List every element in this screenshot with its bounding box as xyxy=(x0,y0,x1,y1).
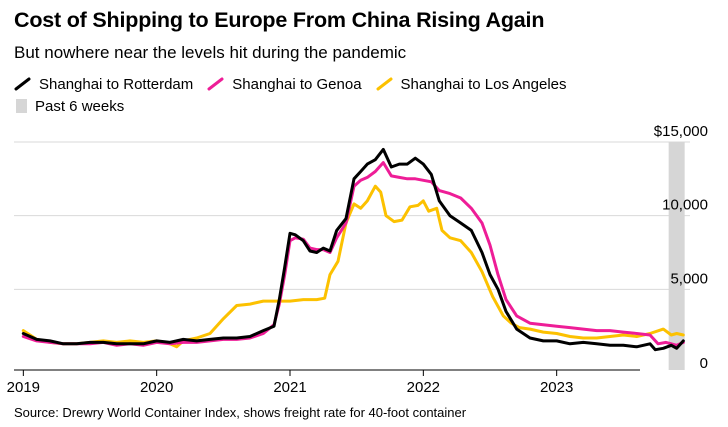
legend-label-rotterdam: Shanghai to Rotterdam xyxy=(39,75,194,93)
legend-line-rotterdam-icon xyxy=(14,77,31,91)
y-tick-label: $15,000 xyxy=(654,123,708,140)
legend-item-genoa: Shanghai to Genoa xyxy=(207,75,362,93)
series-line-rotterdam xyxy=(21,147,685,352)
x-tick-label: 2020 xyxy=(140,379,173,396)
chart-subtitle: But nowhere near the levels hit during t… xyxy=(14,43,407,62)
legend-label-genoa: Shanghai to Genoa xyxy=(232,75,362,93)
legend-line-genoa-icon xyxy=(207,77,224,91)
x-tick-label: 2019 xyxy=(7,379,40,396)
series-line-la xyxy=(21,184,685,349)
legend-label-shade: Past 6 weeks xyxy=(35,97,125,115)
x-tick-label: 2023 xyxy=(540,379,573,396)
y-tick-label: 0 xyxy=(700,355,708,372)
legend-item-shade: Past 6 weeks xyxy=(14,98,124,115)
legend-row: Past 6 weeks xyxy=(14,95,714,117)
legend-item-la: Shanghai to Los Angeles xyxy=(376,76,567,93)
y-tick-label: 10,000 xyxy=(662,197,708,214)
legend: Shanghai to Rotterdam Shanghai to Genoa … xyxy=(14,73,714,117)
legend-row: Shanghai to Rotterdam Shanghai to Genoa … xyxy=(14,73,714,95)
shaded-region xyxy=(668,142,685,370)
chart-title: Cost of Shipping to Europe From China Ri… xyxy=(14,8,545,32)
series-line-genoa xyxy=(21,161,685,347)
x-tick-label: 2021 xyxy=(273,379,306,396)
y-tick-label: 5,000 xyxy=(670,270,708,287)
line-chart: 0 5,000 10,000 $15,000 2019 2020 2021 2022 2023 xyxy=(7,123,708,396)
x-tick-label: 2022 xyxy=(407,379,440,396)
legend-item-rotterdam: Shanghai to Rotterdam xyxy=(14,76,193,93)
legend-label-la: Shanghai to Los Angeles xyxy=(400,75,567,93)
shade-swatch-icon xyxy=(16,99,27,113)
source-note: Source: Drewry World Container Index, sh… xyxy=(14,405,467,420)
legend-line-la-icon xyxy=(376,77,393,91)
